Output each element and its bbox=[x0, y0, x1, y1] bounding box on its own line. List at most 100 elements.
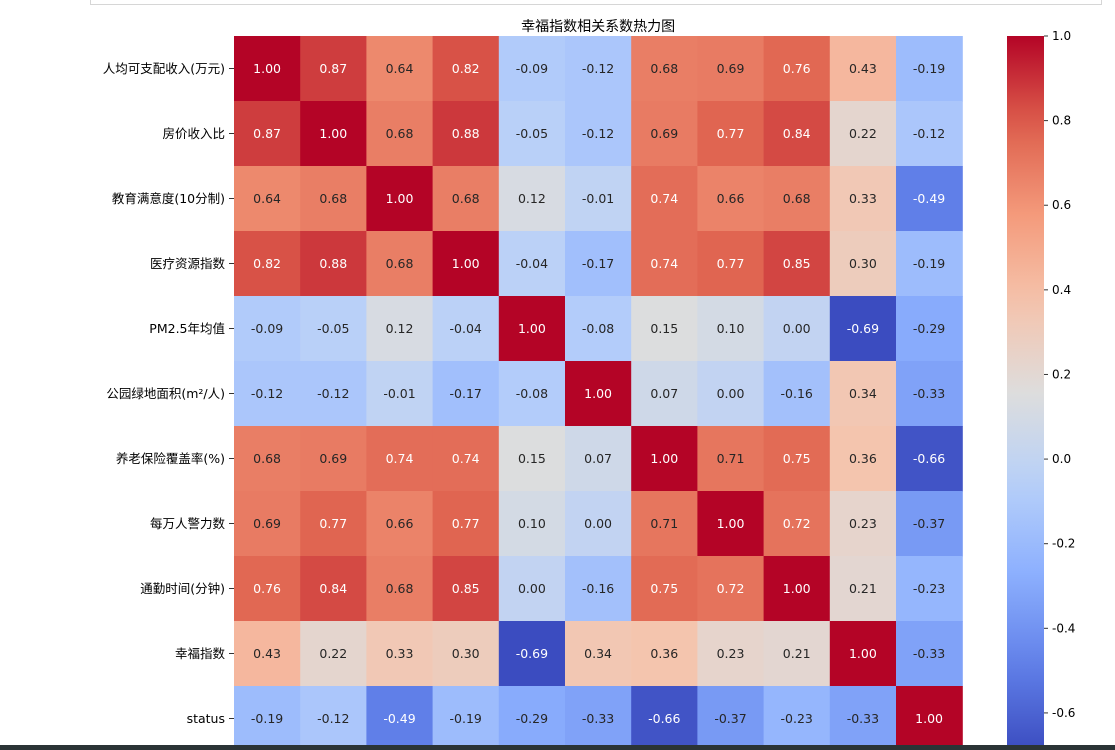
cell-value-1-4: -0.05 bbox=[516, 126, 548, 141]
cell-value-0-6: 0.68 bbox=[650, 61, 678, 76]
heatmap-cell-3-2 bbox=[366, 231, 434, 297]
heatmap-cell-10-9 bbox=[829, 686, 897, 745]
heatmap-cell-10-6 bbox=[631, 686, 698, 745]
cell-value-3-9: 0.30 bbox=[849, 256, 877, 271]
cell-value-1-1: 1.00 bbox=[319, 126, 347, 141]
cell-value-8-1: 0.84 bbox=[319, 581, 347, 596]
cell-value-1-3: 0.88 bbox=[452, 126, 480, 141]
heatmap-cell-2-2 bbox=[366, 166, 434, 232]
cell-value-5-10: -0.33 bbox=[913, 386, 945, 401]
heatmap-cell-2-9 bbox=[829, 166, 897, 232]
cell-value-8-3: 0.85 bbox=[452, 581, 480, 596]
cell-value-9-3: 0.30 bbox=[452, 646, 480, 661]
colorbar-tick-label-3: 0.4 bbox=[1052, 283, 1071, 297]
heatmap-cell-10-2 bbox=[366, 686, 434, 745]
heatmap-cell-5-1 bbox=[300, 361, 367, 427]
cell-value-0-3: 0.82 bbox=[452, 61, 480, 76]
heatmap-cell-3-7 bbox=[697, 231, 765, 297]
heatmap-cell-8-3 bbox=[432, 556, 500, 622]
cell-value-1-7: 0.77 bbox=[717, 126, 745, 141]
heatmap-cell-1-0 bbox=[234, 101, 301, 167]
colorbar-tick-label-4: 0.2 bbox=[1052, 367, 1071, 381]
heatmap-cell-4-10 bbox=[896, 296, 963, 362]
heatmap-cell-1-6 bbox=[631, 101, 698, 167]
heatmap-cell-10-8 bbox=[763, 686, 831, 745]
cell-value-10-4: -0.29 bbox=[516, 711, 548, 726]
heatmap-cell-4-6 bbox=[631, 296, 698, 362]
heatmap-cell-9-10 bbox=[896, 621, 963, 687]
cell-value-7-9: 0.23 bbox=[849, 516, 877, 531]
heatmap-cell-1-5 bbox=[565, 101, 632, 167]
cell-value-6-9: 0.36 bbox=[849, 451, 877, 466]
cell-value-5-1: -0.12 bbox=[317, 386, 349, 401]
heatmap-cell-1-4 bbox=[498, 101, 566, 167]
heatmap-cell-1-9 bbox=[829, 101, 897, 167]
heatmap-cell-7-6 bbox=[631, 491, 698, 557]
cell-value-8-0: 0.76 bbox=[253, 581, 281, 596]
heatmap-cell-10-0 bbox=[234, 686, 301, 745]
row-label-5: 公园绿地面积(m²/人) bbox=[106, 386, 225, 401]
heatmap-cell-6-8 bbox=[763, 426, 831, 492]
heatmap-cell-5-4 bbox=[498, 361, 566, 427]
cell-value-0-8: 0.76 bbox=[783, 61, 811, 76]
cell-value-5-3: -0.17 bbox=[450, 386, 482, 401]
heatmap-cell-2-1 bbox=[300, 166, 367, 232]
heatmap-cell-0-3 bbox=[432, 36, 500, 102]
heatmap-cell-6-0 bbox=[234, 426, 301, 492]
heatmap-cell-5-5 bbox=[565, 361, 632, 427]
cell-value-8-5: -0.16 bbox=[582, 581, 614, 596]
cell-value-7-8: 0.72 bbox=[783, 516, 811, 531]
heatmap-cell-5-10 bbox=[896, 361, 963, 427]
heatmap-cell-3-8 bbox=[763, 231, 831, 297]
row-label-7: 每万人警力数 bbox=[150, 516, 226, 531]
cell-value-0-2: 0.64 bbox=[386, 61, 414, 76]
cell-value-8-2: 0.68 bbox=[386, 581, 414, 596]
cell-value-10-5: -0.33 bbox=[582, 711, 614, 726]
cell-value-0-7: 0.69 bbox=[717, 61, 745, 76]
heatmap-cell-1-8 bbox=[763, 101, 831, 167]
heatmap-cell-5-7 bbox=[697, 361, 765, 427]
cell-value-9-0: 0.43 bbox=[253, 646, 281, 661]
cell-value-6-10: -0.66 bbox=[913, 451, 945, 466]
heatmap-cell-10-4 bbox=[498, 686, 566, 745]
colorbar-tick-label-2: 0.6 bbox=[1052, 198, 1071, 212]
cell-value-0-9: 0.43 bbox=[849, 61, 877, 76]
cell-value-3-5: -0.17 bbox=[582, 256, 614, 271]
heatmap-cell-0-1 bbox=[300, 36, 367, 102]
cell-value-6-8: 0.75 bbox=[783, 451, 811, 466]
heatmap-cell-2-5 bbox=[565, 166, 632, 232]
cell-value-4-2: 0.12 bbox=[386, 321, 414, 336]
cell-value-6-3: 0.74 bbox=[452, 451, 480, 466]
toolbar-edge bbox=[90, 0, 1102, 5]
cell-value-7-1: 0.77 bbox=[319, 516, 347, 531]
cell-value-6-0: 0.68 bbox=[253, 451, 281, 466]
cell-value-6-7: 0.71 bbox=[717, 451, 745, 466]
cell-value-8-7: 0.72 bbox=[717, 581, 745, 596]
cell-value-7-4: 0.10 bbox=[518, 516, 546, 531]
heatmap-cell-1-10 bbox=[896, 101, 963, 167]
heatmap-cell-6-10 bbox=[896, 426, 963, 492]
heatmap-cell-6-4 bbox=[498, 426, 566, 492]
heatmap-cell-0-5 bbox=[565, 36, 632, 102]
row-label-9: 幸福指数 bbox=[175, 646, 226, 661]
cell-value-2-2: 1.00 bbox=[386, 191, 414, 206]
heatmap-cell-3-3 bbox=[432, 231, 500, 297]
cell-value-2-1: 0.68 bbox=[319, 191, 347, 206]
heatmap-cell-8-2 bbox=[366, 556, 434, 622]
heatmap-cell-3-0 bbox=[234, 231, 301, 297]
heatmap-cell-0-10 bbox=[896, 36, 963, 102]
heatmap-cell-2-0 bbox=[234, 166, 301, 232]
cell-value-4-7: 0.10 bbox=[717, 321, 745, 336]
cell-value-4-9: -0.69 bbox=[847, 321, 879, 336]
cell-value-9-1: 0.22 bbox=[319, 646, 347, 661]
heatmap-cells: 1.00 0.87 0.64 0.82 -0.09 -0.12 0.68 0.69 0.76 0.… bbox=[234, 36, 963, 745]
cell-value-3-0: 0.82 bbox=[253, 256, 281, 271]
cell-value-2-0: 0.64 bbox=[253, 191, 281, 206]
heatmap-cell-3-10 bbox=[896, 231, 963, 297]
heatmap-cell-2-4 bbox=[498, 166, 566, 232]
cell-value-8-8: 1.00 bbox=[783, 581, 811, 596]
cell-value-10-7: -0.37 bbox=[714, 711, 746, 726]
heatmap-cell-7-2 bbox=[366, 491, 434, 557]
cell-value-3-10: -0.19 bbox=[913, 256, 945, 271]
